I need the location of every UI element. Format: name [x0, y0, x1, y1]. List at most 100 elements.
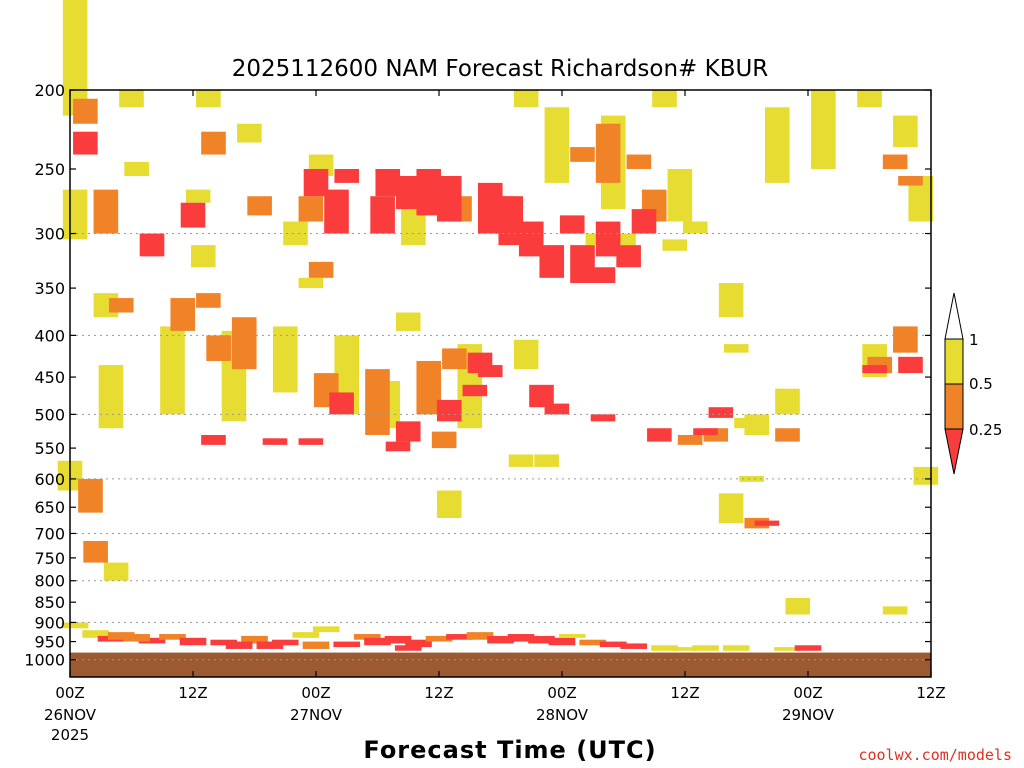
x-tick-time-label: 12Z	[178, 684, 207, 702]
credit-text: coolwx.com/models	[858, 746, 1012, 764]
x-tick-time-label: 00Z	[793, 684, 822, 702]
ri-cell-yellow	[913, 466, 939, 485]
ri-cell-boundary-red	[179, 637, 207, 646]
ri-cell-orange	[201, 131, 226, 155]
ri-cell-boundary-red	[487, 635, 514, 644]
x-tick-time-label: 00Z	[55, 684, 84, 702]
ri-cell-yellow	[611, 233, 636, 246]
ri-cell-red	[590, 267, 616, 284]
ri-cell-boundary-orange	[466, 632, 494, 640]
y-tick-label: 900	[34, 613, 65, 632]
ri-cell-red	[436, 176, 462, 222]
ri-cell-orange	[231, 317, 257, 370]
ri-cell-boundary-orange	[123, 634, 150, 642]
ri-cell-yellow	[667, 168, 693, 222]
ri-cell-yellow	[723, 344, 749, 353]
ri-cell-boundary-red	[507, 634, 535, 642]
ri-cell-orange	[442, 348, 467, 370]
ri-cell-red	[616, 245, 641, 268]
ri-cell-boundary-red	[138, 637, 166, 644]
ri-cell-yellow	[237, 123, 262, 143]
ri-cell-red	[708, 407, 734, 418]
ri-cell-boundary-yellow	[61, 622, 89, 629]
ri-cell-red	[590, 414, 616, 422]
ri-cell-yellow	[652, 90, 677, 108]
ri-cell-boundary-yellow	[774, 647, 801, 651]
ri-cell-red	[462, 384, 488, 397]
ri-cell-yellow	[62, 189, 88, 240]
ri-cell-orange	[893, 326, 918, 353]
y-tick-label: 300	[34, 225, 65, 244]
ri-cell-orange	[626, 154, 652, 169]
ri-cell-yellow	[744, 414, 770, 435]
x-axis-ticks: 00Z 26NOV 2025 12Z 00Z 27NOV 12Z 00Z 28NOV 12Z 00Z…	[44, 90, 946, 744]
ri-cell-orange	[170, 298, 196, 331]
ri-cell-yellow	[775, 388, 800, 415]
ri-cell-boundary-red	[256, 641, 284, 649]
ri-cell-orange	[206, 335, 231, 361]
y-tick-label: 400	[34, 326, 65, 345]
ri-cell-red	[631, 209, 657, 234]
ri-cell-yellow	[508, 454, 534, 467]
y-tick-label: 1000	[24, 651, 65, 670]
ri-cell-boundary-red	[528, 635, 555, 644]
y-tick-label: 500	[34, 405, 65, 424]
ri-cell-boundary-red	[446, 634, 473, 640]
ri-cell-yellow	[718, 493, 744, 524]
x-tick-time-label: 00Z	[301, 684, 330, 702]
ri-cell-orange	[365, 369, 390, 435]
ri-cell-boundary-orange	[107, 632, 135, 640]
colorbar-legend: 1 0.5 0.25	[944, 292, 1002, 475]
ri-cell-orange	[431, 431, 457, 449]
ri-cell-red	[324, 189, 349, 234]
ri-cell-red	[334, 168, 360, 183]
colorbar-level-label: 0.5	[969, 375, 993, 393]
ri-cell-orange	[677, 434, 703, 445]
ri-cell-yellow	[785, 598, 811, 615]
ri-cell-red	[298, 438, 324, 445]
ri-cell-red	[370, 196, 395, 234]
y-tick-label: 850	[34, 593, 65, 612]
ri-cell-orange	[196, 293, 221, 308]
ri-cell-boundary-red	[210, 639, 238, 646]
ri-cell-orange	[247, 196, 272, 216]
colorbar-yellow	[944, 338, 964, 385]
ri-cell-yellow	[718, 283, 744, 318]
ri-cell-red	[898, 356, 923, 374]
ri-cell-boundary-yellow	[292, 632, 320, 638]
y-tick-label: 350	[34, 279, 65, 298]
ri-cell-boundary-red	[225, 641, 253, 649]
y-tick-label: 650	[34, 498, 65, 517]
ri-cell-red	[693, 428, 718, 435]
ri-cell-boundary-red	[794, 645, 822, 651]
y-tick-label: 800	[34, 572, 65, 591]
ri-cell-boundary-orange	[425, 635, 453, 642]
plot-area	[57, 0, 939, 677]
ri-cell-red	[529, 384, 554, 408]
ri-cell-boundary-yellow	[722, 645, 750, 651]
ri-cell-yellow	[534, 454, 559, 467]
ri-cell-boundary-red	[620, 643, 648, 649]
y-tick-label: 200	[34, 81, 65, 100]
ri-cell-yellow	[196, 90, 221, 108]
x-tick-date-label: 28NOV	[536, 706, 589, 724]
ri-cell-boundary-yellow	[692, 645, 719, 651]
ri-cell-red	[477, 365, 503, 378]
ri-cell-orange	[882, 154, 908, 169]
ri-cell-orange	[898, 176, 923, 186]
y-tick-label: 600	[34, 470, 65, 489]
ri-cell-red	[201, 434, 226, 445]
ri-cell-boundary-orange	[579, 639, 607, 646]
y-tick-label: 550	[34, 439, 65, 458]
colorbar-orange	[944, 383, 964, 430]
y-tick-label: 450	[34, 368, 65, 387]
ri-cell-yellow	[893, 115, 918, 148]
x-axis-label: Forecast Time (UTC)	[363, 736, 656, 764]
y-tick-label: 750	[34, 549, 65, 568]
ri-cell-yellow	[739, 475, 764, 482]
ri-cell-red	[139, 233, 165, 257]
x-tick-year-label: 2025	[51, 726, 89, 744]
ri-cell-orange	[83, 540, 108, 563]
ri-cell-yellow	[98, 365, 124, 429]
ri-cell-yellow	[544, 107, 570, 183]
